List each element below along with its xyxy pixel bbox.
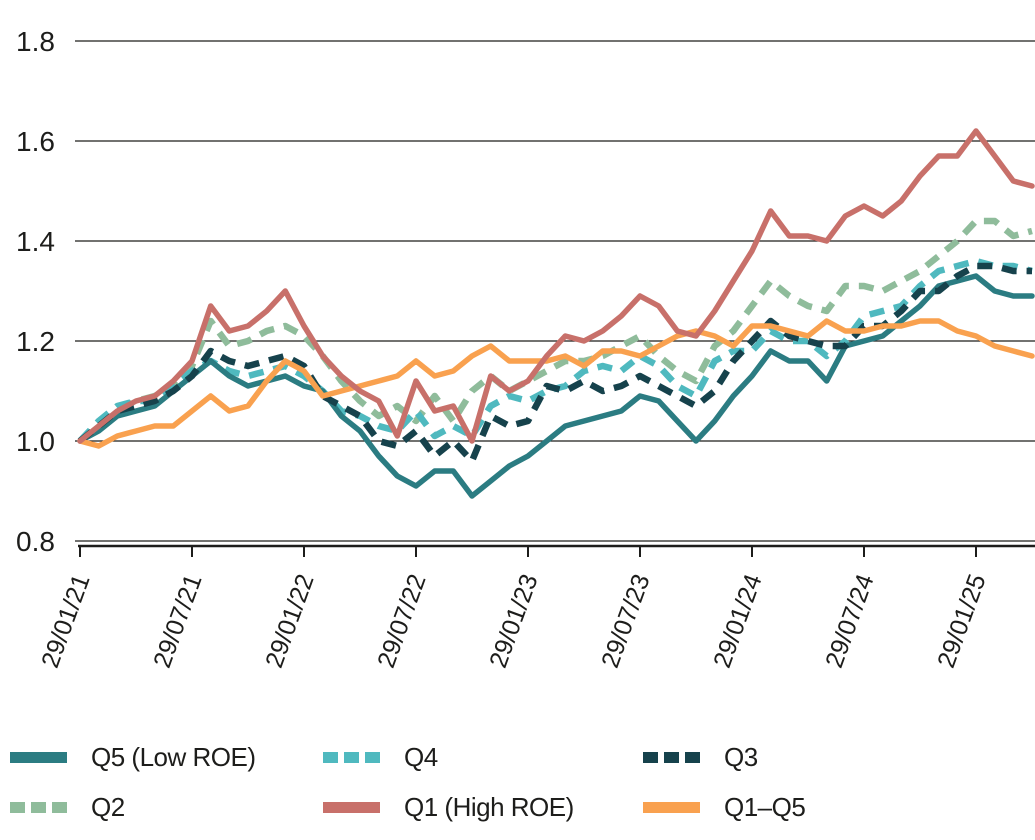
series-line-q2 bbox=[77, 217, 1033, 444]
legend-label: Q1–Q5 bbox=[724, 791, 806, 822]
y-axis-tick-label: 1.4 bbox=[16, 226, 55, 257]
dash-segment bbox=[52, 801, 67, 813]
solid-line-swatch-icon bbox=[323, 801, 380, 813]
x-axis-tick-label: 29/01/23 bbox=[484, 570, 544, 671]
dashed-line-swatch-icon bbox=[10, 801, 67, 813]
x-axis-tick-label: 29/01/24 bbox=[708, 570, 768, 671]
legend-item-q4: Q4 bbox=[323, 742, 438, 772]
legend-item-q1-q5: Q1–Q5 bbox=[643, 791, 806, 822]
x-axis-tick-label: 29/07/23 bbox=[596, 570, 656, 671]
legend-label: Q5 (Low ROE) bbox=[91, 741, 256, 772]
x-axis-tick-label: 29/07/24 bbox=[820, 570, 880, 671]
legend-label: Q4 bbox=[404, 741, 438, 772]
legend-label: Q2 bbox=[91, 791, 125, 822]
series-line-q3 bbox=[77, 262, 1032, 465]
dashed-line-swatch-icon bbox=[643, 751, 700, 763]
dash-segment bbox=[664, 751, 679, 763]
dash-segment bbox=[31, 801, 46, 813]
y-axis-tick-label: 0.8 bbox=[16, 526, 55, 557]
dash-segment bbox=[323, 751, 338, 763]
solid-segment bbox=[323, 801, 380, 813]
series-line-q1-q5 bbox=[77, 318, 1035, 449]
dash-segment bbox=[365, 751, 380, 763]
y-axis-tick-label: 1.0 bbox=[16, 426, 55, 457]
legend-label: Q1 (High ROE) bbox=[404, 791, 574, 822]
y-axis-tick-label: 1.8 bbox=[16, 26, 55, 57]
x-axis-tick-label: 29/01/21 bbox=[36, 570, 96, 671]
legend-item-q5-low-roe-: Q5 (Low ROE) bbox=[10, 742, 256, 772]
x-axis-tick-label: 29/01/22 bbox=[260, 570, 320, 671]
chart-legend: Q5 (Low ROE) Q4 Q3 Q2 Q1 (High ROE) Q1–Q5 bbox=[0, 732, 1035, 840]
solid-line-swatch-icon bbox=[643, 801, 700, 813]
dashed-line-swatch-icon bbox=[323, 751, 380, 763]
dash-segment bbox=[10, 801, 25, 813]
legend-label: Q3 bbox=[724, 741, 758, 772]
x-axis-tick-label: 29/01/25 bbox=[932, 570, 992, 671]
series-line-q5-low-roe- bbox=[77, 273, 1035, 499]
legend-item-q3: Q3 bbox=[643, 742, 758, 772]
series-line-q1-high-roe- bbox=[77, 128, 1035, 444]
x-axis-tick-label: 29/07/22 bbox=[372, 570, 432, 671]
y-axis-tick-label: 1.6 bbox=[16, 126, 55, 157]
y-axis-tick-label: 1.2 bbox=[16, 326, 55, 357]
legend-item-q1-high-roe-: Q1 (High ROE) bbox=[323, 792, 574, 822]
solid-segment bbox=[10, 751, 67, 763]
solid-segment bbox=[643, 801, 700, 813]
dash-segment bbox=[643, 751, 658, 763]
dash-segment bbox=[685, 751, 700, 763]
x-axis-tick-label: 29/07/21 bbox=[148, 570, 208, 671]
roe-quintile-line-chart: 1.8 1.6 1.4 1.2 1.0 0.8 29/01/21 29/07/21 29/01/… bbox=[16, 26, 1035, 672]
solid-line-swatch-icon bbox=[10, 751, 67, 763]
dash-segment bbox=[344, 751, 359, 763]
legend-item-q2: Q2 bbox=[10, 792, 125, 822]
chart-canvas: 1.8 1.6 1.4 1.2 1.0 0.8 29/01/21 29/07/21 29/01/… bbox=[16, 26, 1035, 672]
